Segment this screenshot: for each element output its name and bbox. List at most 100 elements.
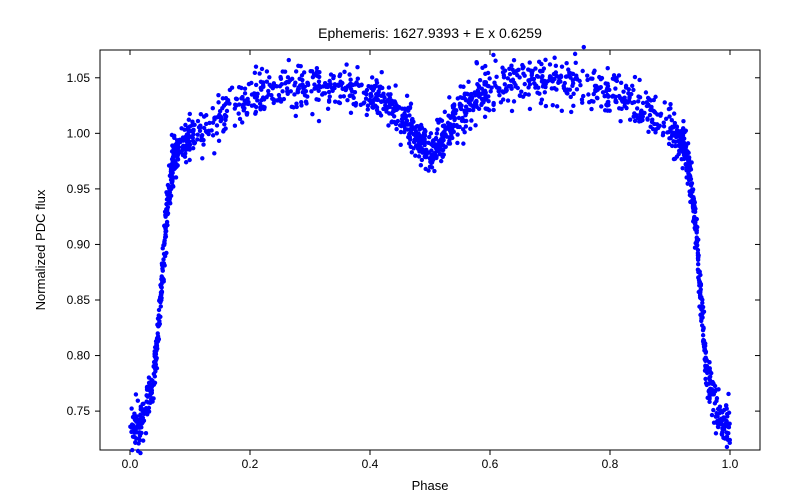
data-point	[199, 135, 203, 139]
data-point	[164, 251, 168, 255]
data-point	[141, 407, 145, 411]
data-point	[468, 127, 472, 131]
data-point	[617, 106, 621, 110]
data-point	[212, 116, 216, 120]
data-point	[555, 104, 559, 108]
data-point	[595, 88, 599, 92]
data-point	[176, 145, 180, 149]
data-point	[699, 283, 703, 287]
x-tick-label: 0.4	[362, 457, 379, 471]
data-point	[254, 110, 258, 114]
data-point	[586, 92, 590, 96]
data-point	[627, 95, 631, 99]
data-point	[484, 91, 488, 95]
plot-background	[100, 50, 760, 450]
data-point	[670, 144, 674, 148]
data-point	[292, 92, 296, 96]
data-point	[673, 157, 677, 161]
data-point	[426, 168, 430, 172]
x-tick-label: 0.8	[602, 457, 619, 471]
data-point	[141, 416, 145, 420]
data-point	[526, 78, 530, 82]
data-point	[144, 431, 148, 435]
data-point	[419, 163, 423, 167]
data-point	[432, 169, 436, 173]
data-point	[399, 143, 403, 147]
data-point	[687, 155, 691, 159]
data-point	[315, 66, 319, 70]
data-point	[482, 80, 486, 84]
data-point	[448, 122, 452, 126]
data-point	[435, 118, 439, 122]
data-point	[614, 100, 618, 104]
data-point	[441, 147, 445, 151]
data-point	[560, 109, 564, 113]
data-point	[507, 67, 511, 71]
data-point	[570, 84, 574, 88]
data-point	[709, 371, 713, 375]
data-point	[270, 96, 274, 100]
data-point	[392, 114, 396, 118]
data-point	[641, 114, 645, 118]
data-point	[447, 135, 451, 139]
data-point	[347, 72, 351, 76]
data-point	[689, 183, 693, 187]
data-point	[479, 103, 483, 107]
data-point	[224, 102, 228, 106]
data-point	[153, 374, 157, 378]
data-point	[146, 400, 150, 404]
data-point	[287, 80, 291, 84]
data-point	[705, 371, 709, 375]
data-point	[491, 103, 495, 107]
data-point	[469, 118, 473, 122]
data-point	[605, 82, 609, 86]
data-point	[406, 106, 410, 110]
data-point	[470, 103, 474, 107]
data-point	[612, 73, 616, 77]
data-point	[455, 141, 459, 145]
data-point	[605, 108, 609, 112]
data-point	[221, 129, 225, 133]
data-point	[220, 106, 224, 110]
data-point	[410, 150, 414, 154]
data-point	[287, 58, 291, 62]
data-point	[533, 66, 537, 70]
data-point	[563, 81, 567, 85]
data-point	[164, 207, 168, 211]
data-point	[477, 94, 481, 98]
data-point	[387, 85, 391, 89]
data-point	[501, 90, 505, 94]
data-point	[699, 287, 703, 291]
data-point	[388, 92, 392, 96]
data-point	[182, 127, 186, 131]
data-point	[668, 106, 672, 110]
data-point	[404, 114, 408, 118]
data-point	[550, 86, 554, 90]
data-point	[295, 89, 299, 93]
data-point	[591, 99, 595, 103]
data-point	[165, 212, 169, 216]
data-point	[631, 88, 635, 92]
data-point	[156, 339, 160, 343]
data-point	[443, 110, 447, 114]
data-point	[520, 63, 524, 67]
data-point	[429, 131, 433, 135]
data-point	[509, 84, 513, 88]
data-point	[219, 119, 223, 123]
data-point	[582, 45, 586, 49]
data-point	[480, 86, 484, 90]
data-point	[483, 115, 487, 119]
data-point	[710, 382, 714, 386]
data-point	[152, 354, 156, 358]
data-point	[552, 77, 556, 81]
data-point	[212, 151, 216, 155]
data-point-outlier	[428, 164, 432, 168]
data-point	[233, 123, 237, 127]
data-point	[369, 94, 373, 98]
data-point	[285, 86, 289, 90]
data-point	[539, 76, 543, 80]
data-point	[246, 100, 250, 104]
data-point	[223, 116, 227, 120]
data-point	[499, 100, 503, 104]
data-point	[457, 116, 461, 120]
